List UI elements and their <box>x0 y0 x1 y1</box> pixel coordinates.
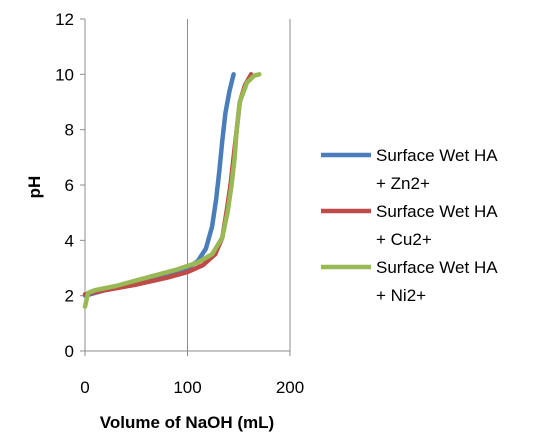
y-tick-label: 8 <box>65 121 74 140</box>
y-tick-label: 12 <box>55 10 74 29</box>
y-tick-label: 4 <box>65 231 74 250</box>
x-tick-label: 100 <box>173 378 201 397</box>
gridlines <box>187 19 291 351</box>
x-tick-label: 0 <box>80 378 89 397</box>
series-lines <box>82 72 262 309</box>
legend-label-3: Surface Wet HA <box>376 258 498 277</box>
x-axis-label: Volume of NaOH (mL) <box>100 413 274 432</box>
legend-label-1: Surface Wet HA <box>376 146 498 165</box>
y-tick-labels: 0 2 4 6 8 10 12 <box>55 10 74 361</box>
legend-label-2: + Cu2+ <box>376 230 432 249</box>
y-axis-label: pH <box>25 176 44 199</box>
axes <box>80 18 291 356</box>
series-line-1 <box>82 72 236 298</box>
y-tick-label: 10 <box>55 65 74 84</box>
x-tick-label: 200 <box>276 378 304 397</box>
y-tick-label: 6 <box>65 176 74 195</box>
y-tick-label: 0 <box>65 342 74 361</box>
legend-label-3: + Ni2+ <box>376 286 426 305</box>
legend: Surface Wet HA + Zn2+ Surface Wet HA + Cu2+… <box>321 146 498 305</box>
series-line-3 <box>82 72 262 309</box>
legend-label-2: Surface Wet HA <box>376 202 498 221</box>
y-tick-label: 2 <box>65 287 74 306</box>
x-tick-labels: 0 100 200 <box>80 378 304 397</box>
legend-label-1: + Zn2+ <box>376 174 430 193</box>
